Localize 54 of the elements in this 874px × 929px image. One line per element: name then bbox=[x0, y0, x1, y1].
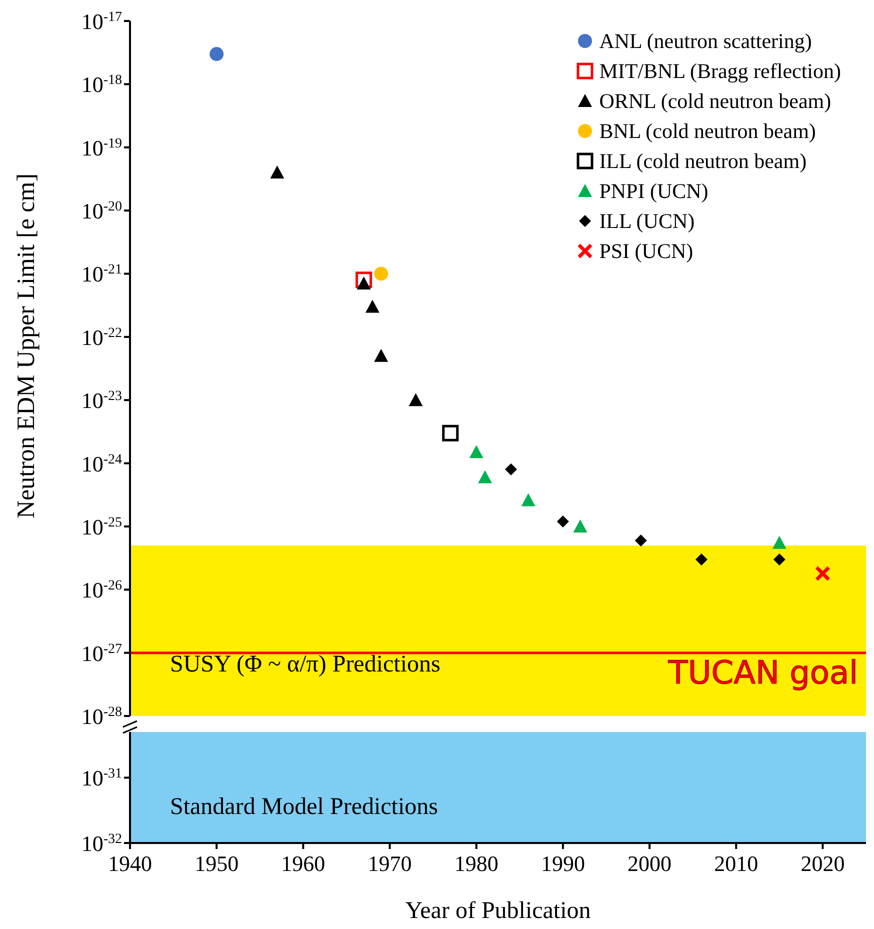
x-tick-label: 2020 bbox=[800, 851, 845, 876]
y-tick-label: 10$^{-18}$ bbox=[81, 72, 122, 98]
point bbox=[556, 515, 569, 528]
y-tick-label: 10$^{-24}$ bbox=[81, 451, 122, 476]
x-tick-label: 1960 bbox=[281, 851, 326, 876]
point bbox=[573, 519, 588, 532]
legend-label: ILL (cold neutron beam) bbox=[599, 148, 807, 175]
legend-label: ORNL (cold neutron beam) bbox=[599, 88, 832, 115]
point bbox=[356, 276, 371, 290]
x-tick-label: 1980 bbox=[454, 851, 498, 876]
point bbox=[814, 566, 830, 582]
point bbox=[374, 266, 388, 281]
point bbox=[695, 553, 708, 566]
legend-label: PSI (UCN) bbox=[599, 238, 694, 265]
y-tick-label: 10$^{-28}$ bbox=[81, 704, 122, 729]
band-label: SUSY (Φ ~ α/π) Predictions bbox=[170, 651, 440, 678]
legend-label: MIT/BNL (Bragg reflection) bbox=[599, 58, 841, 85]
y-tick-label: 10$^{-31}$ bbox=[81, 766, 122, 791]
point bbox=[504, 463, 517, 476]
x-axis-title: Year of Publication bbox=[405, 898, 591, 924]
y-tick-label: 10$^{-17}$ bbox=[81, 9, 122, 34]
x-tick-label: 1970 bbox=[368, 851, 412, 876]
ref-line-label: TUCAN goal bbox=[667, 654, 858, 692]
point bbox=[772, 536, 786, 549]
point bbox=[408, 393, 423, 406]
band-label: Standard Model Predictions bbox=[170, 794, 438, 820]
x-tick-label: 2010 bbox=[714, 851, 758, 876]
y-axis-title: Neutron EDM Upper Limit [e cm] bbox=[12, 173, 40, 518]
y-tick-label: 10$^{-25}$ bbox=[81, 514, 122, 540]
x-tick-label: 1990 bbox=[540, 851, 585, 876]
point bbox=[634, 534, 647, 546]
point bbox=[365, 300, 380, 313]
point bbox=[478, 470, 492, 484]
legend-label: ANL (neutron scattering) bbox=[599, 28, 812, 55]
point bbox=[356, 272, 372, 288]
point bbox=[521, 493, 536, 506]
point bbox=[210, 47, 224, 62]
point bbox=[374, 348, 388, 362]
point bbox=[773, 553, 786, 566]
point bbox=[469, 445, 484, 458]
x-tick-label: 2000 bbox=[628, 851, 672, 876]
y-tick-label: 10$^{-27}$ bbox=[81, 640, 122, 666]
point bbox=[270, 166, 284, 179]
legend-label: BNL (cold neutron beam) bbox=[599, 118, 816, 145]
y-tick-label: 10$^{-26}$ bbox=[81, 578, 122, 603]
legend-label: ILL (UCN) bbox=[599, 208, 695, 235]
point bbox=[442, 424, 459, 442]
y-tick-label: 10$^{-23}$ bbox=[81, 388, 122, 414]
legend-label: PNPI (UCN) bbox=[599, 178, 708, 205]
y-tick-label: 10$^{-19}$ bbox=[81, 135, 122, 160]
y-tick-label: 10$^{-20}$ bbox=[81, 198, 122, 224]
x-tick-label: 1950 bbox=[194, 851, 239, 876]
y-tick-label: 10$^{-22}$ bbox=[81, 324, 122, 350]
y-tick-label: 10$^{-21}$ bbox=[81, 262, 122, 287]
